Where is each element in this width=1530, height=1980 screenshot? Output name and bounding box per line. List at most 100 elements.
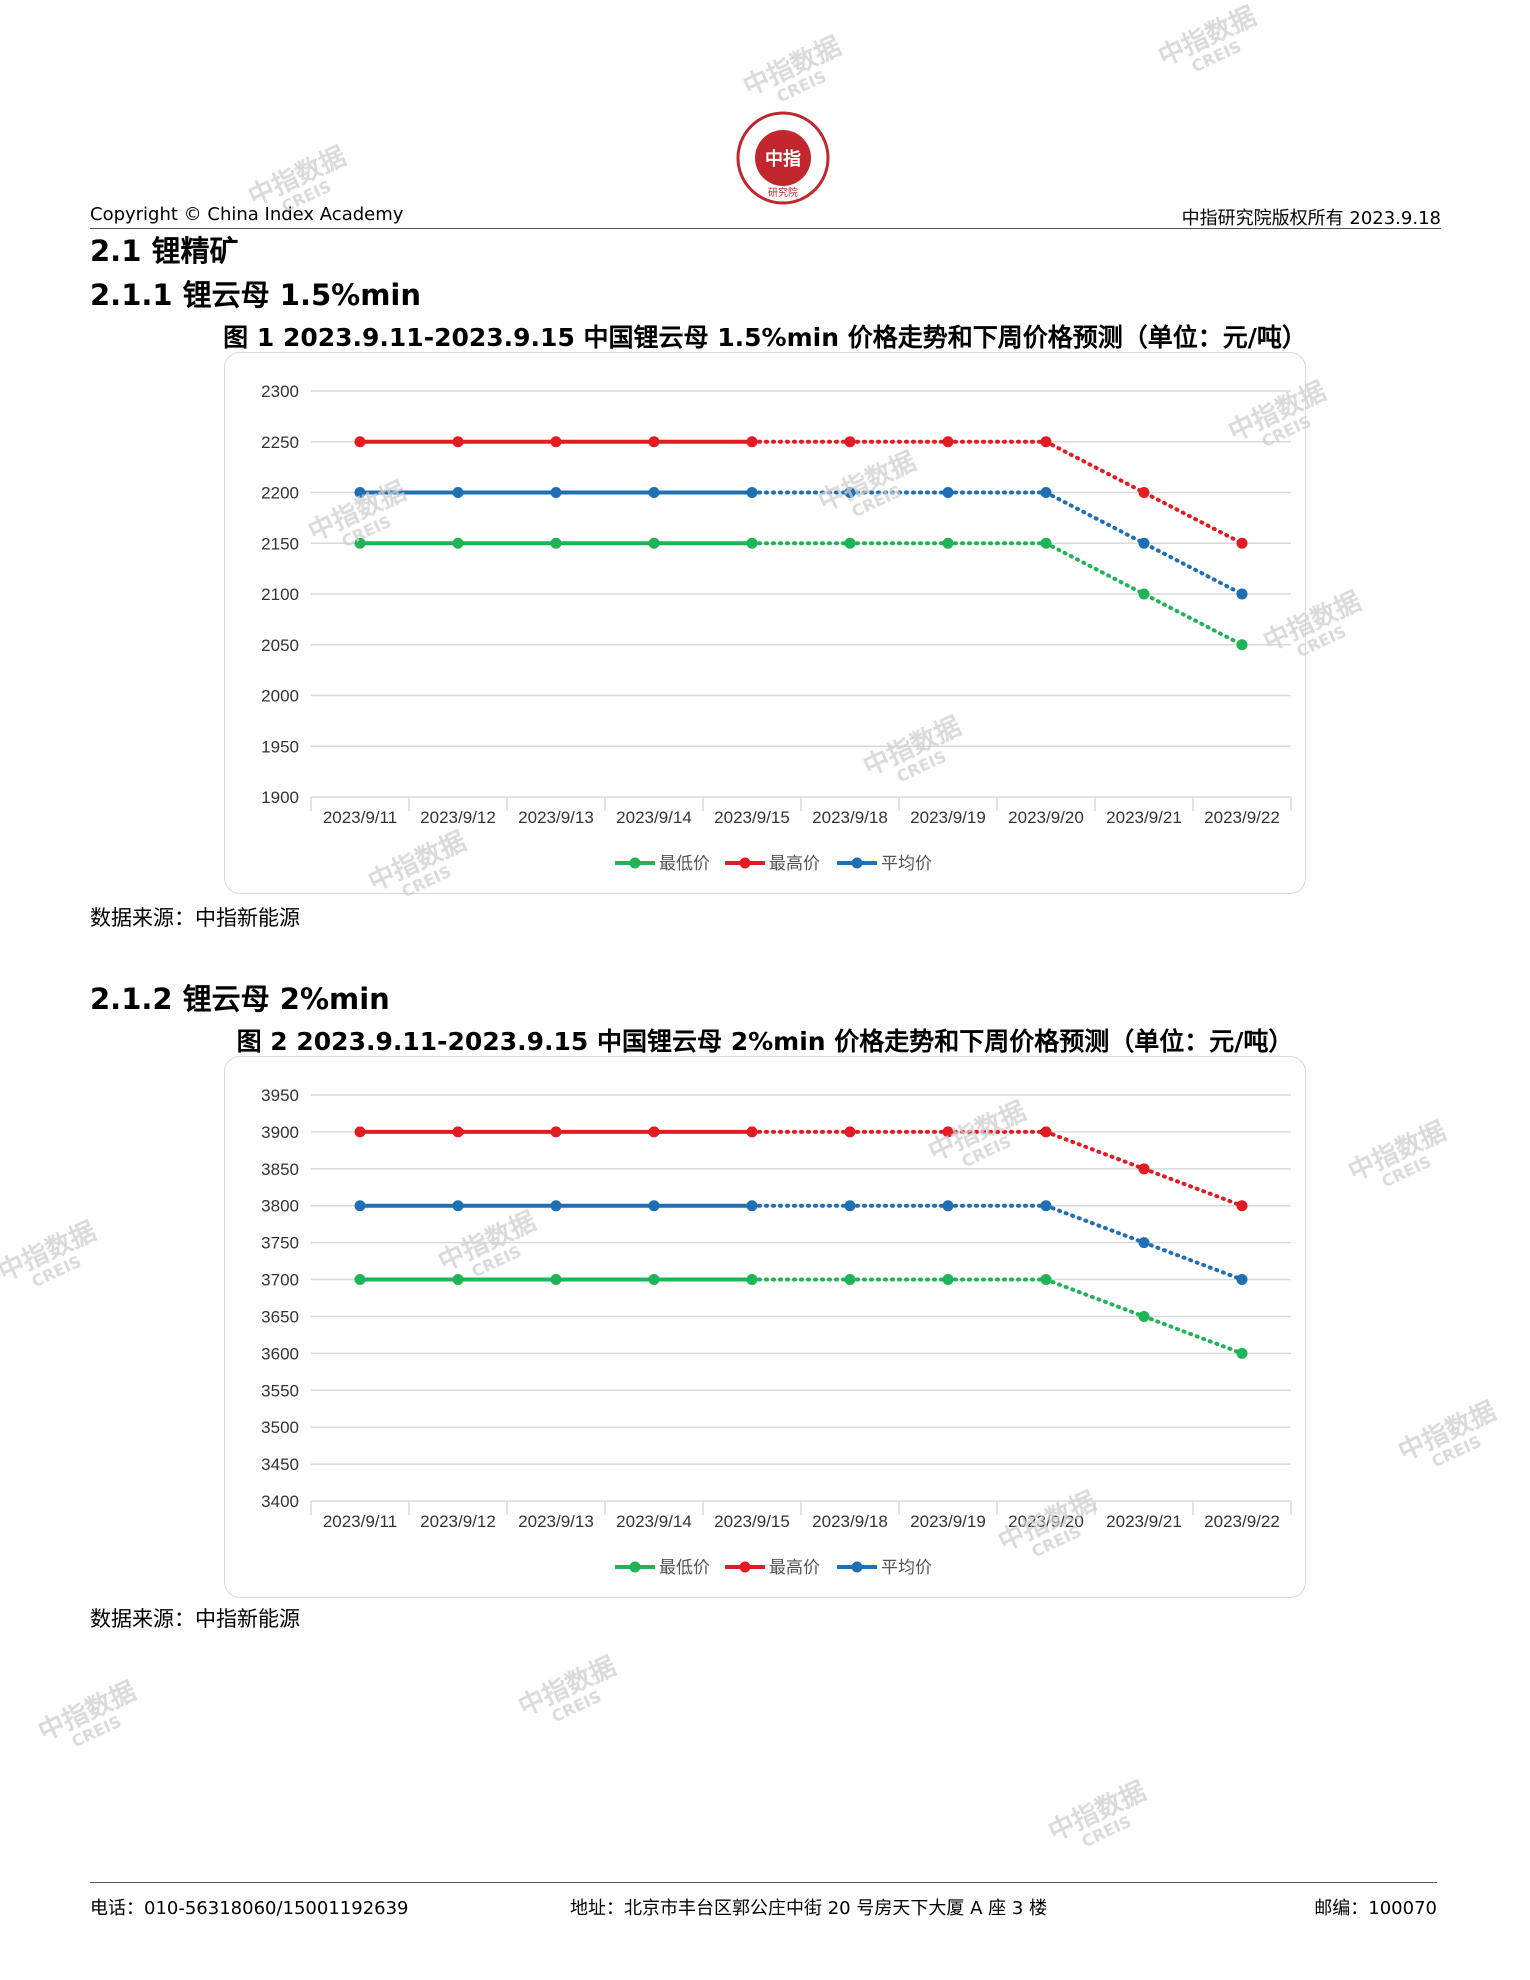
y-tick-label: 3500 <box>261 1418 299 1437</box>
y-tick-label: 2150 <box>261 534 299 553</box>
y-tick-label: 3600 <box>261 1344 299 1363</box>
data-point-min <box>550 537 562 549</box>
y-tick-label: 2050 <box>261 636 299 655</box>
data-point-avg <box>1040 1200 1052 1212</box>
series-line-min-forecast <box>750 1277 1244 1356</box>
data-point-min <box>1040 1274 1052 1286</box>
y-tick-label: 2300 <box>261 382 299 401</box>
x-tick-label: 2023/9/11 <box>323 1512 397 1531</box>
data-point-min <box>354 537 366 549</box>
x-tick-label: 2023/9/13 <box>518 808 594 827</box>
x-tick-label: 2023/9/11 <box>323 808 397 827</box>
x-tick-label: 2023/9/21 <box>1106 808 1182 827</box>
data-point-max <box>746 436 758 448</box>
series-line-max-forecast <box>750 439 1244 546</box>
source-note-1: 数据来源：中指新能源 <box>90 906 300 930</box>
data-point-max <box>648 436 660 448</box>
data-point-max <box>452 436 464 448</box>
legend-label: 平均价 <box>881 854 932 874</box>
data-point-min <box>746 537 758 549</box>
watermark: 中指数据 CREIS <box>1393 1396 1501 1472</box>
legend-marker <box>851 857 863 869</box>
legend-label: 平均价 <box>881 1558 932 1578</box>
data-point-avg <box>942 1200 954 1212</box>
watermark: 中指数据 CREIS <box>1043 1776 1151 1852</box>
data-point-avg <box>746 487 758 498</box>
data-point-avg <box>354 1200 366 1212</box>
legend-label: 最低价 <box>659 854 710 874</box>
figure-2-caption: 图 2 2023.9.11-2023.9.15 中国锂云母 2%min 价格走势… <box>236 1027 1294 1056</box>
data-point-min <box>844 1274 856 1286</box>
y-tick-label: 3850 <box>261 1160 299 1179</box>
y-tick-label: 2100 <box>261 585 299 604</box>
data-point-max <box>1040 436 1052 448</box>
data-point-min <box>550 1274 562 1286</box>
data-point-avg <box>550 487 562 498</box>
footer-divider <box>90 1882 1437 1883</box>
subsection-2-title: 2.1.2 锂云母 2%min <box>90 982 390 1016</box>
data-point-max <box>550 436 562 448</box>
data-point-avg <box>648 487 660 498</box>
x-tick-label: 2023/9/18 <box>812 808 888 827</box>
y-tick-label: 3750 <box>261 1234 299 1253</box>
academy-logo: 中指 研究院 <box>735 110 831 206</box>
data-point-avg <box>452 487 464 498</box>
x-tick-label: 2023/9/15 <box>714 1512 790 1531</box>
legend-label: 最低价 <box>659 1558 710 1578</box>
data-point-min <box>1138 588 1150 600</box>
data-point-avg <box>844 1200 856 1212</box>
data-point-avg <box>550 1200 562 1212</box>
y-tick-label: 1950 <box>261 737 299 756</box>
watermark: 中指数据 CREIS <box>0 1216 101 1292</box>
x-tick-label: 2023/9/13 <box>518 1512 594 1531</box>
rights-text: 中指研究院版权所有 2023.9.18 <box>1181 208 1441 229</box>
data-point-max <box>1236 1200 1248 1212</box>
watermark: 中指数据 CREIS <box>513 1651 621 1727</box>
data-point-max <box>844 1126 856 1138</box>
series-line-avg-forecast <box>750 490 1244 596</box>
data-point-avg <box>1236 1274 1248 1286</box>
subsection-1-title: 2.1.1 锂云母 1.5%min <box>90 278 421 312</box>
watermark: 中指数据 CREIS <box>33 1676 141 1752</box>
data-point-min <box>1138 1310 1150 1322</box>
x-tick-label: 2023/9/15 <box>714 808 790 827</box>
section-title: 2.1 锂精矿 <box>90 234 239 268</box>
chart-1: 1900 1950 2000 2050 2100 2150 2200 2250 2300 2023… <box>224 352 1306 894</box>
y-tick-label: 3900 <box>261 1123 299 1142</box>
footer-address: 地址：北京市丰台区郭公庄中街 20 号房天下大厦 A 座 3 楼 <box>570 1898 1047 1919</box>
x-tick-label: 2023/9/12 <box>420 808 496 827</box>
data-point-avg <box>648 1200 660 1212</box>
watermark: 中指数据 CREIS <box>1343 1116 1451 1192</box>
y-tick-label: 2200 <box>261 484 299 503</box>
data-point-avg <box>354 487 366 498</box>
data-point-min <box>1236 1347 1248 1359</box>
series-line-max-forecast <box>750 1129 1244 1208</box>
chart-2-svg: 3400 3450 3500 3550 3600 3650 3700 3750 3800 3850… <box>261 1086 1292 1578</box>
data-point-min <box>354 1274 366 1286</box>
data-point-min <box>746 1274 758 1286</box>
data-point-max <box>354 1126 366 1138</box>
data-point-min <box>452 1274 464 1286</box>
copyright-text: Copyright © China Index Academy <box>90 204 404 225</box>
y-tick-label: 3550 <box>261 1381 299 1400</box>
legend-marker <box>629 1561 641 1573</box>
data-point-max <box>942 1126 954 1138</box>
data-point-min <box>648 537 660 549</box>
data-point-max <box>1040 1126 1052 1138</box>
data-point-avg <box>1138 537 1150 549</box>
data-point-avg <box>1040 487 1052 498</box>
legend-marker <box>629 857 641 869</box>
data-point-max <box>1138 487 1150 498</box>
data-point-min <box>942 1274 954 1286</box>
legend-marker <box>851 1561 863 1573</box>
watermark: 中指数据 CREIS <box>738 31 846 107</box>
figure-1-caption: 图 1 2023.9.11-2023.9.15 中国锂云母 1.5%min 价格… <box>223 323 1307 352</box>
y-tick-label: 2250 <box>261 433 299 452</box>
legend-marker <box>739 1561 751 1573</box>
x-tick-label: 2023/9/18 <box>812 1512 888 1531</box>
logo-bottom-text: 研究院 <box>768 186 798 199</box>
y-tick-label: 2000 <box>261 687 299 706</box>
data-point-min <box>1236 639 1248 651</box>
footer-phone: 电话：010-56318060/15001192639 <box>90 1898 409 1919</box>
data-point-max <box>452 1126 464 1138</box>
